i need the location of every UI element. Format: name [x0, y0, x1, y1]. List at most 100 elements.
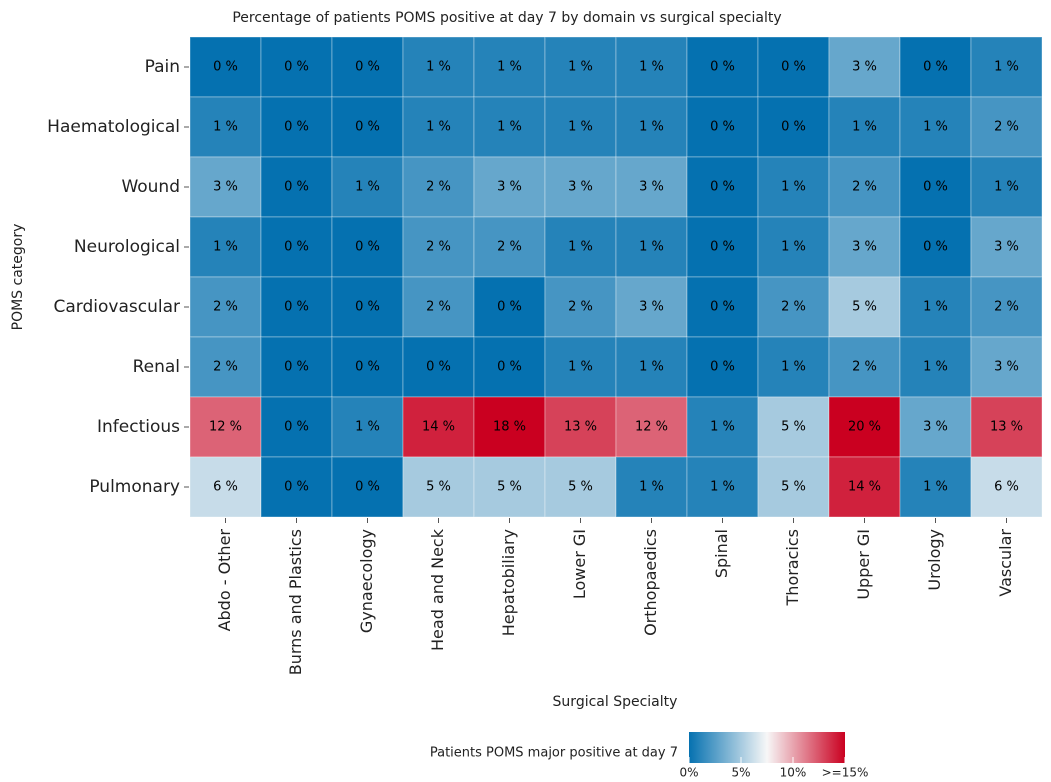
heatmap-cell — [828, 216, 901, 278]
cell-label: 1 % — [497, 60, 522, 75]
cell-label: 1 % — [568, 60, 593, 75]
x-tick-label: Abdo - Other — [215, 529, 234, 632]
heatmap-cell — [473, 456, 546, 518]
cell-label: 2 % — [213, 300, 238, 315]
cell-label: 2 % — [568, 300, 593, 315]
heatmap-cell — [331, 276, 404, 338]
colorbar-tick-label: 5% — [731, 766, 750, 780]
cell-label: 1 % — [923, 360, 948, 375]
heatmap-cell — [260, 36, 333, 98]
cell-label: 3 % — [994, 360, 1019, 375]
heatmap-cell — [189, 456, 262, 518]
cell-label: 5 % — [568, 480, 593, 495]
y-tick-label: Haematological — [47, 117, 180, 137]
cell-label: 1 % — [923, 300, 948, 315]
cell-label: 12 % — [635, 420, 668, 435]
cell-label: 2 % — [497, 240, 522, 255]
cell-label: 1 % — [355, 180, 380, 195]
cell-label: 0 % — [284, 120, 309, 135]
cell-label: 6 % — [994, 480, 1019, 495]
cell-label: 0 % — [355, 240, 380, 255]
heatmap-cell — [331, 456, 404, 518]
y-tick-label: Pulmonary — [89, 477, 180, 497]
heatmap-cell — [544, 36, 617, 98]
heatmap-cell — [189, 216, 262, 278]
cell-label: 0 % — [284, 240, 309, 255]
cell-label: 0 % — [284, 300, 309, 315]
heatmap-cell — [899, 456, 972, 518]
x-tick-label: Orthopaedics — [641, 529, 660, 636]
cell-label: 0 % — [426, 360, 451, 375]
cell-label: 3 % — [213, 180, 238, 195]
cell-label: 5 % — [852, 300, 877, 315]
cell-label: 1 % — [781, 240, 806, 255]
x-tick-label: Hepatobiliary — [499, 529, 518, 636]
cell-label: 2 % — [852, 180, 877, 195]
x-tick-label: Urology — [925, 529, 944, 591]
x-tick-label: Burns and Plastics — [286, 529, 305, 675]
heatmap-cell — [402, 156, 475, 218]
x-tick-label: Upper GI — [854, 529, 873, 600]
x-tick-label: Gynaecology — [357, 529, 376, 633]
heatmap-cell — [402, 396, 475, 458]
heatmap-cell — [331, 396, 404, 458]
cell-label: 1 % — [639, 240, 664, 255]
heatmap-cell — [544, 336, 617, 398]
heatmap-cell — [899, 396, 972, 458]
heatmap-cell — [970, 456, 1043, 518]
cell-label: 0 % — [497, 300, 522, 315]
cell-label: 0 % — [710, 180, 735, 195]
heatmap-cell — [828, 336, 901, 398]
heatmap-cell — [828, 36, 901, 98]
heatmap-cell — [970, 216, 1043, 278]
y-tick-label: Renal — [133, 357, 180, 377]
cell-label: 14 % — [422, 420, 455, 435]
heatmap-cell — [544, 276, 617, 338]
cell-label: 3 % — [994, 240, 1019, 255]
cell-label: 1 % — [213, 240, 238, 255]
cell-label: 0 % — [923, 240, 948, 255]
cell-label: 0 % — [284, 60, 309, 75]
cell-label: 3 % — [852, 60, 877, 75]
heatmap-cell — [189, 36, 262, 98]
cell-label: 0 % — [710, 120, 735, 135]
cell-label: 0 % — [355, 480, 380, 495]
cell-label: 5 % — [497, 480, 522, 495]
heatmap-cell — [260, 96, 333, 158]
heatmap-cell — [331, 156, 404, 218]
y-tick-label: Pain — [145, 57, 180, 77]
cell-label: 12 % — [209, 420, 242, 435]
heatmap-cell — [473, 96, 546, 158]
heatmap-cell — [402, 456, 475, 518]
x-tick-label: Lower GI — [570, 529, 589, 599]
heatmap-cell — [686, 276, 759, 338]
cell-label: 0 % — [284, 360, 309, 375]
heatmap-cell — [970, 36, 1043, 98]
heatmap-cell — [189, 156, 262, 218]
cell-label: 0 % — [355, 300, 380, 315]
x-tick-label: Thoracics — [783, 529, 802, 606]
heatmap-cell — [189, 396, 262, 458]
heatmap-cell — [970, 396, 1043, 458]
heatmap-cell — [615, 336, 688, 398]
cell-label: 5 % — [781, 420, 806, 435]
heatmap-cell — [686, 36, 759, 98]
cell-label: 1 % — [355, 420, 380, 435]
heatmap-cell — [615, 456, 688, 518]
x-tick-label: Spinal — [712, 529, 731, 578]
heatmap-cell — [402, 36, 475, 98]
cell-label: 0 % — [355, 360, 380, 375]
heatmap-cell — [970, 336, 1043, 398]
cell-label: 0 % — [213, 60, 238, 75]
cell-label: 0 % — [923, 60, 948, 75]
cell-label: 2 % — [852, 360, 877, 375]
cell-label: 2 % — [426, 180, 451, 195]
cell-label: 1 % — [852, 120, 877, 135]
cell-label: 1 % — [639, 120, 664, 135]
x-tick-label: Vascular — [996, 529, 1015, 597]
cell-label: 2 % — [426, 300, 451, 315]
heatmap-cell — [189, 276, 262, 338]
cell-label: 1 % — [568, 360, 593, 375]
cell-label: 0 % — [497, 360, 522, 375]
